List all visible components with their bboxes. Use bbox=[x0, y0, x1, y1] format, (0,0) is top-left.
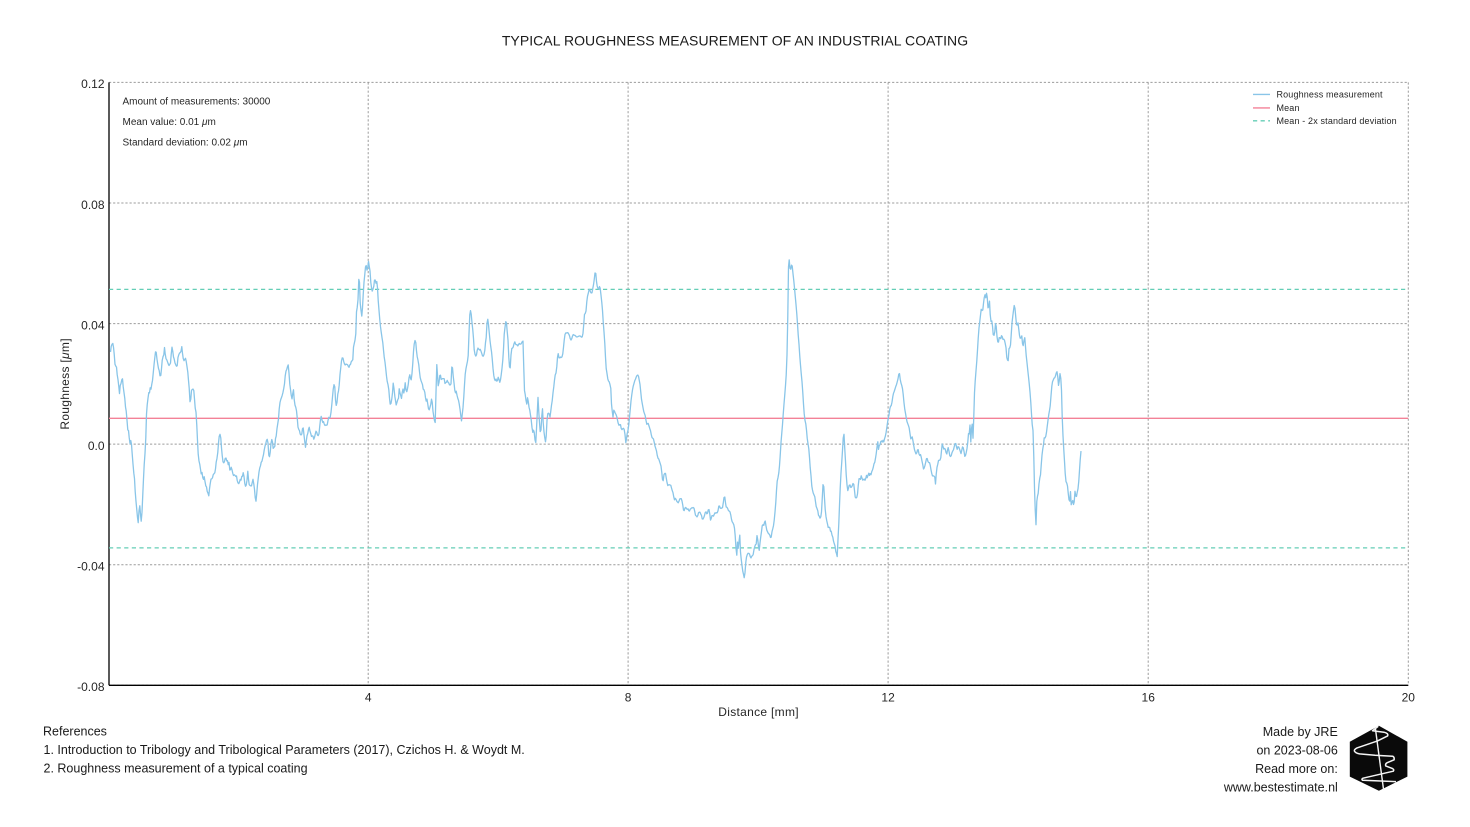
svg-text:Mean: Mean bbox=[1277, 103, 1300, 113]
svg-text:0.12: 0.12 bbox=[81, 77, 105, 91]
svg-text:0.0: 0.0 bbox=[88, 439, 105, 453]
svg-text:20: 20 bbox=[1402, 691, 1416, 705]
svg-text:Made by JRE: Made by JRE bbox=[1263, 725, 1338, 739]
svg-text:References: References bbox=[43, 725, 107, 739]
svg-text:Standard deviation: 0.02 μm: Standard deviation: 0.02 μm bbox=[123, 138, 248, 149]
svg-text:16: 16 bbox=[1142, 691, 1156, 705]
svg-text:4: 4 bbox=[365, 691, 372, 705]
svg-text:Roughness [μm]: Roughness [μm] bbox=[58, 338, 72, 430]
svg-text:2. Roughness measurement of a: 2. Roughness measurement of a typical co… bbox=[44, 762, 308, 776]
svg-text:0.08: 0.08 bbox=[81, 198, 105, 212]
svg-text:-0.08: -0.08 bbox=[77, 680, 105, 694]
svg-text:www.bestestimate.nl: www.bestestimate.nl bbox=[1223, 781, 1338, 795]
svg-text:on 2023-08-06: on 2023-08-06 bbox=[1256, 744, 1337, 758]
svg-text:Amount of measurements: 30000: Amount of measurements: 30000 bbox=[123, 97, 271, 108]
svg-text:Read more on:: Read more on: bbox=[1255, 762, 1338, 776]
svg-text:Mean - 2x standard deviation: Mean - 2x standard deviation bbox=[1277, 116, 1397, 126]
svg-text:0.04: 0.04 bbox=[81, 318, 105, 332]
svg-text:1. Introduction to Tribology a: 1. Introduction to Tribology and Tribolo… bbox=[44, 743, 525, 757]
svg-text:-0.04: -0.04 bbox=[77, 560, 105, 574]
svg-text:Distance [mm]: Distance [mm] bbox=[718, 705, 799, 719]
svg-text:12: 12 bbox=[881, 691, 895, 705]
svg-text:Mean value: 0.01 μm: Mean value: 0.01 μm bbox=[123, 117, 216, 128]
svg-text:TYPICAL ROUGHNESS MEASUREMENT: TYPICAL ROUGHNESS MEASUREMENT OF AN INDU… bbox=[502, 33, 968, 49]
svg-text:8: 8 bbox=[625, 691, 632, 705]
svg-text:Roughness measurement: Roughness measurement bbox=[1277, 90, 1384, 100]
